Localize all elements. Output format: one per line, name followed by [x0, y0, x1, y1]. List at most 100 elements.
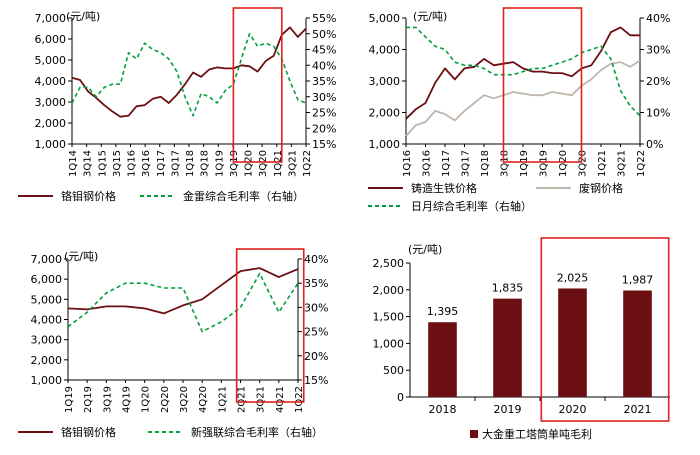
y-tick-label: 1,000 [373, 337, 405, 350]
bar-value-label: 1,987 [622, 273, 654, 286]
unit-label: (元/吨) [64, 250, 98, 263]
bar-value-label: 1,395 [427, 305, 459, 318]
y-tick-label: 500 [383, 364, 404, 377]
x-tick-label: 1Q18 [185, 150, 196, 177]
y-tick-label-right: 30% [304, 301, 328, 314]
y-tick-label-right: 30% [312, 91, 336, 104]
y-tick-label-right: 20% [312, 122, 336, 135]
x-tick-label: 4Q20 [198, 386, 209, 413]
y-tick-label: 1,500 [373, 311, 405, 324]
series-line [67, 267, 299, 315]
x-tick-label: 3Q17 [170, 150, 181, 177]
series-line [406, 26, 641, 117]
series-line [405, 59, 641, 137]
x-tick-label: 3Q19 [102, 386, 113, 413]
y-tick-label-right: 40% [312, 59, 336, 72]
y-tick-label-right: 40% [304, 253, 328, 266]
x-tick-label: 3Q20 [179, 386, 190, 413]
x-tick-label: 3Q19 [229, 150, 240, 177]
x-tick-label: 2021 [624, 403, 652, 416]
legend-label: 大金重工塔筒单吨毛利 [482, 427, 592, 441]
x-tick-label: 3Q18 [500, 150, 511, 177]
bar [428, 322, 457, 397]
y-tick-label-left: 5,000 [35, 54, 67, 67]
x-tick-label: 3Q21 [256, 386, 267, 413]
y-tick-label-left: 6,000 [31, 273, 63, 286]
y-tick-label: 0 [397, 391, 404, 404]
x-tick-label: 2Q19 [83, 386, 94, 413]
y-tick-label-right: 0% [646, 138, 663, 151]
y-tick-label-right: 10% [646, 107, 670, 120]
x-tick-label: 2018 [429, 403, 457, 416]
x-tick-label: 3Q21 [287, 150, 298, 177]
x-tick-label: 4Q21 [275, 386, 286, 413]
y-tick-label-left: 5,000 [369, 12, 401, 25]
x-tick-label: 3Q18 [200, 150, 211, 177]
y-tick-label-left: 1,000 [35, 138, 67, 151]
x-tick-label: 1Q20 [141, 386, 152, 413]
y-tick-label-left: 4,000 [35, 75, 67, 88]
legend-label: 铸造生铁价格 [411, 181, 477, 195]
bar [558, 288, 587, 397]
x-tick-label: 1Q15 [97, 150, 108, 177]
y-tick-label-left: 7,000 [35, 12, 67, 25]
y-tick-label-left: 1,000 [369, 138, 401, 151]
y-tick-label-right: 15% [312, 138, 336, 151]
x-tick-label: 3Q14 [83, 150, 94, 177]
x-tick-label: 1Q21 [217, 386, 228, 413]
y-tick-label-right: 15% [304, 374, 328, 387]
x-tick-label: 1Q16 [402, 150, 413, 177]
y-tick-label-left: 3,000 [35, 96, 67, 109]
y-tick-label-right: 35% [304, 277, 328, 290]
y-tick-label-left: 3,000 [31, 334, 63, 347]
x-tick-label: 1Q16 [127, 150, 138, 177]
y-tick-label-right: 45% [312, 44, 336, 57]
y-tick-label-left: 2,000 [35, 117, 67, 130]
x-tick-label: 2020 [559, 403, 587, 416]
x-tick-label: 1Q22 [302, 150, 313, 177]
y-tick-label-right: 30% [646, 44, 670, 57]
y-tick-label-left: 4,000 [31, 314, 63, 327]
highlight-box [235, 248, 305, 403]
unit-label: (元/吨) [408, 243, 442, 256]
x-tick-label: 1Q19 [519, 150, 530, 177]
y-tick-label-right: 25% [312, 107, 336, 120]
x-tick-label: 1Q19 [214, 150, 225, 177]
y-tick-label-left: 3,000 [369, 75, 401, 88]
x-tick-label: 1Q17 [156, 150, 167, 177]
legend-label: 金雷综合毛利率（右轴） [183, 189, 304, 203]
y-tick-label-left: 2,000 [369, 107, 401, 120]
highlight-box [540, 237, 670, 422]
chart-pig-iron-vs-riyue: (元/吨) 1,000 2,000 3,000 4,000 5,000 0% 10% 20% 30… [368, 7, 670, 213]
y-tick-label-right: 20% [646, 75, 670, 88]
x-tick-label: 1Q22 [636, 150, 647, 177]
x-tick-label: 1Q22 [294, 386, 305, 413]
chart-gongmu-vs-xinqianglian: (元/吨) 1,000 2,000 3,000 4,000 5,000 6,000 7,000… [18, 248, 328, 439]
y-tick-label-right: 20% [304, 350, 328, 363]
x-tick-label: 3Q19 [539, 150, 550, 177]
legend-label: 铬钼钢价格 [61, 189, 116, 203]
y-tick-label-right: 55% [312, 12, 336, 25]
x-tick-label: 3Q20 [258, 150, 269, 177]
y-tick-label-left: 7,000 [31, 253, 63, 266]
y-tick-label-left: 6,000 [35, 33, 67, 46]
x-tick-label: 1Q20 [244, 150, 255, 177]
legend-swatch [470, 430, 478, 438]
x-tick-label: 1Q14 [68, 150, 79, 177]
series-line [71, 26, 307, 118]
series-line [71, 32, 307, 117]
legend-label: 铬钼钢价格 [61, 425, 116, 439]
bar-value-label: 1,835 [492, 282, 524, 295]
y-tick-label-right: 25% [304, 326, 328, 339]
y-tick-label-right: 35% [312, 75, 336, 88]
y-tick-label: 2,000 [373, 284, 405, 297]
legend-label: 新强联综合毛利率（右轴） [191, 425, 323, 439]
x-tick-label: 3Q21 [617, 150, 628, 177]
x-tick-label: 2Q21 [237, 386, 248, 413]
legend-label: 日月综合毛利率（右轴） [411, 199, 532, 213]
x-tick-label: 1Q19 [64, 386, 75, 413]
y-tick-label-left: 5,000 [31, 293, 63, 306]
x-tick-label: 1Q21 [597, 150, 608, 177]
series-line [67, 272, 299, 333]
